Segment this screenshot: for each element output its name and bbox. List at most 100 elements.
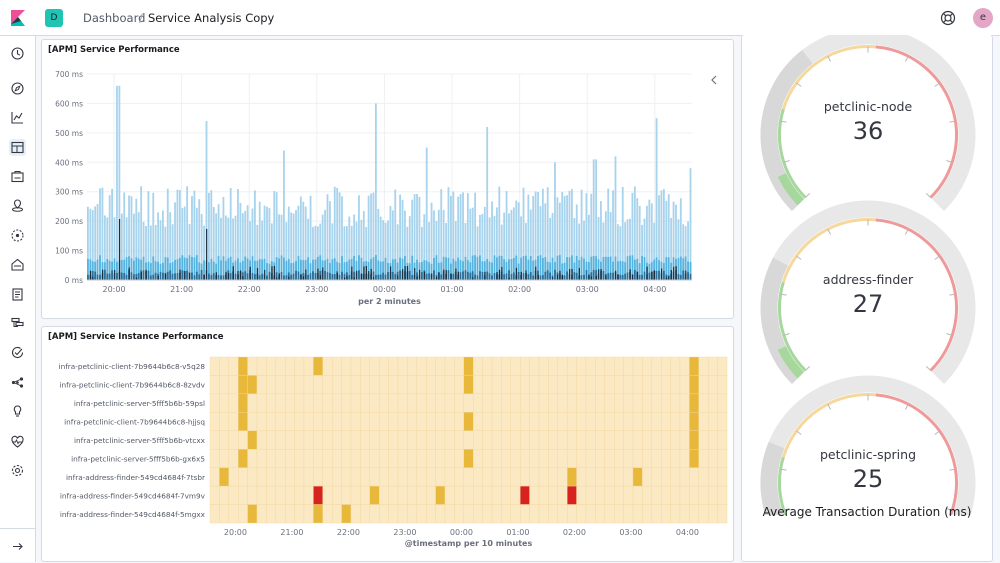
- heatmap-cell: [708, 485, 718, 505]
- arrow-right-icon[interactable]: [9, 538, 26, 555]
- heatmap-cell: [717, 504, 728, 524]
- heatmap-cell: [689, 356, 700, 376]
- bar-mark: [287, 206, 290, 280]
- bar-mark: [217, 274, 220, 280]
- gauge-value-label: 27: [853, 290, 884, 318]
- bar-mark: [108, 260, 111, 280]
- bar-mark: [191, 196, 193, 280]
- bar-mark: [353, 277, 355, 280]
- heatmap-cell: [209, 485, 220, 505]
- bar-mark: [96, 274, 99, 280]
- bar-mark: [208, 262, 210, 280]
- bar-mark: [609, 211, 612, 280]
- bar-mark: [575, 272, 578, 280]
- heatmap-cell: [501, 449, 511, 468]
- heatmap-cell: [322, 449, 333, 468]
- bar-mark: [402, 269, 404, 280]
- bar-mark: [474, 255, 477, 280]
- canvas-icon[interactable]: [9, 168, 26, 185]
- clock-icon[interactable]: [9, 45, 26, 62]
- bar-mark: [178, 189, 181, 280]
- heatmap-cell: [604, 430, 615, 450]
- heatmap-cell: [632, 412, 643, 431]
- bar-mark: [89, 208, 92, 280]
- logs-icon[interactable]: [9, 286, 26, 303]
- heatmap-cell: [332, 430, 342, 450]
- heatmap-cell: [679, 467, 690, 487]
- heatmap-cell: [501, 485, 511, 505]
- bar-mark: [484, 271, 486, 280]
- heatmap-cell: [651, 430, 662, 450]
- compass-icon[interactable]: [9, 80, 26, 97]
- heatmap-cell: [379, 485, 389, 505]
- heatmap-cell: [360, 412, 370, 431]
- heatmap-cell: [444, 393, 455, 413]
- gauge-tick: [783, 508, 790, 511]
- bar-mark: [598, 269, 600, 280]
- uptime-icon[interactable]: [9, 344, 26, 361]
- bar-mark: [425, 273, 428, 280]
- heatmap-cell: [501, 356, 511, 376]
- bar-mark: [198, 199, 201, 280]
- heatmap-cell: [708, 467, 718, 487]
- heatmap-cell: [303, 375, 314, 395]
- bar-mark: [210, 258, 213, 280]
- bar-mark: [452, 258, 455, 280]
- bar-mark: [602, 222, 605, 280]
- visualize-icon[interactable]: [9, 109, 26, 126]
- row-label: infra-petclinic-client-7b9644b6c8-v5q28: [59, 362, 206, 371]
- apm-icon[interactable]: [9, 315, 26, 332]
- bar-mark: [220, 217, 222, 280]
- infrastructure-icon[interactable]: [9, 256, 26, 273]
- bar-mark: [428, 273, 431, 280]
- heatmap-cell: [698, 356, 709, 376]
- bar-mark: [483, 206, 486, 280]
- bar-mark: [241, 260, 244, 280]
- heatmap-cell: [313, 430, 323, 450]
- bar-mark: [224, 215, 227, 280]
- graph-icon[interactable]: [9, 374, 26, 391]
- heatmap-cell: [237, 430, 248, 450]
- bar-mark: [587, 262, 590, 280]
- bar-mark: [149, 263, 152, 280]
- gear-icon[interactable]: [9, 462, 26, 479]
- bar-mark: [394, 259, 397, 280]
- bar-mark: [94, 271, 97, 280]
- devtools-icon[interactable]: [9, 403, 26, 420]
- breadcrumb-dashboard[interactable]: Dashboard: [83, 11, 146, 25]
- bar-mark: [307, 257, 310, 280]
- bar-mark: [602, 271, 605, 280]
- dashboard-icon[interactable]: [9, 139, 26, 156]
- bar-mark: [655, 270, 658, 280]
- bar-mark: [130, 196, 133, 280]
- bar-mark: [488, 273, 491, 280]
- bar-mark: [661, 268, 663, 280]
- user-avatar[interactable]: e: [973, 8, 993, 28]
- bar-mark: [140, 186, 143, 280]
- heatmap-cell: [322, 430, 333, 450]
- bar-mark: [445, 222, 447, 280]
- bar-mark: [99, 188, 101, 280]
- heatmap-cell: [454, 356, 464, 376]
- kibana-logo-icon[interactable]: [8, 8, 28, 28]
- heatmap-cell: [360, 504, 370, 524]
- y-tick-label: 400 ms: [55, 158, 83, 167]
- heatmap-cell: [482, 375, 493, 395]
- heatmap-cell: [661, 449, 671, 468]
- bar-mark: [399, 257, 401, 280]
- ml-icon[interactable]: [9, 227, 26, 244]
- bar-mark: [682, 270, 685, 280]
- gauge-tick: [827, 403, 831, 410]
- bar-mark: [607, 257, 610, 280]
- monitoring-icon[interactable]: [9, 433, 26, 450]
- bar-mark: [147, 191, 150, 280]
- bar-mark: [626, 272, 629, 280]
- space-avatar[interactable]: D: [45, 9, 63, 27]
- bar-mark: [391, 259, 394, 280]
- maps-icon[interactable]: [9, 197, 26, 214]
- bar-mark: [343, 226, 346, 280]
- heatmap-cell: [595, 467, 606, 487]
- heatmap-cell: [256, 449, 267, 468]
- bar-mark: [389, 266, 392, 280]
- help-icon[interactable]: [939, 9, 957, 27]
